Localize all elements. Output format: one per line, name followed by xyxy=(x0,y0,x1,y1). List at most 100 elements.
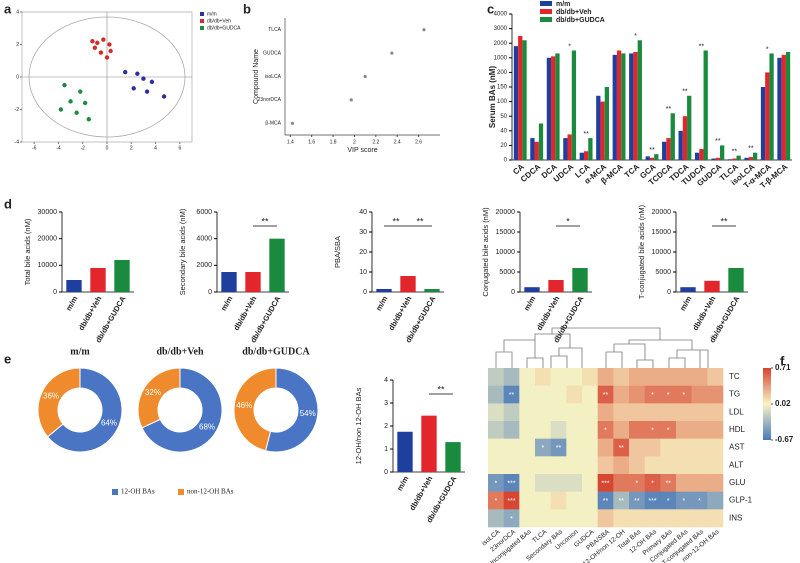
confidence-ellipse xyxy=(28,16,186,138)
heatmap-cell xyxy=(613,368,630,386)
heatmap-cell xyxy=(613,385,630,404)
y-tick-label: 5000 xyxy=(655,269,671,276)
donut-segment xyxy=(46,367,123,453)
x-tick-label: m/m xyxy=(374,294,390,312)
significance: ** xyxy=(618,445,624,452)
panel-label: c xyxy=(487,1,494,16)
heatmap-cell xyxy=(691,438,708,457)
axes xyxy=(284,18,440,136)
point xyxy=(131,86,136,91)
x-tick-label: 2 xyxy=(353,139,356,145)
point xyxy=(86,117,91,122)
bar xyxy=(687,95,692,160)
y-axis-label: PBA/SBA xyxy=(333,236,342,268)
value-label: 54% xyxy=(300,409,316,418)
y-tick-label: 30000 xyxy=(38,209,58,216)
heatmap-cell xyxy=(676,474,692,492)
bar xyxy=(245,272,261,292)
y-tick-label: 4 xyxy=(384,377,388,384)
bar xyxy=(670,113,675,160)
heatmap-cell xyxy=(550,385,567,404)
significance: ** xyxy=(618,498,624,505)
colorbar-label: 0.71 xyxy=(775,363,791,372)
bar xyxy=(421,415,437,472)
y-tick-label: 2 xyxy=(16,42,19,48)
donut-segment xyxy=(141,367,223,453)
heatmap-cell xyxy=(676,456,692,475)
heatmap-cell xyxy=(629,509,645,528)
x-tick-label: db/db+Veh xyxy=(535,294,562,332)
heatmap-cell xyxy=(566,368,583,386)
bar xyxy=(662,141,667,160)
heatmap-cell xyxy=(629,456,645,475)
y-tick-label: 0 xyxy=(384,469,388,476)
heatmap-cell xyxy=(503,456,520,475)
legend-label: db/db+GUDCA xyxy=(207,25,241,31)
significance: ** xyxy=(665,481,671,488)
heatmap-cell xyxy=(613,509,630,528)
significance: ** xyxy=(509,392,515,399)
heatmap-cell xyxy=(676,421,692,439)
legend-swatch xyxy=(200,26,204,30)
bar xyxy=(612,54,617,160)
significance: * xyxy=(566,216,570,226)
bar xyxy=(752,152,758,160)
significance: *** xyxy=(648,498,656,505)
row-label: TC xyxy=(729,372,740,381)
bar xyxy=(513,46,519,161)
y-tick-label: 10000 xyxy=(652,249,672,256)
y-tick-label: 20 xyxy=(359,249,367,256)
point xyxy=(90,39,95,44)
y-axis-label: Serum BAs (nM) xyxy=(488,66,497,129)
y-tick-label: 5000 xyxy=(499,269,515,276)
bar xyxy=(534,141,539,160)
heatmap-cell xyxy=(676,438,692,457)
heatmap-cell xyxy=(629,438,645,457)
heatmap-cell xyxy=(535,474,551,492)
heatmap-cell xyxy=(660,474,677,492)
significance: * xyxy=(494,481,497,488)
heatmap-cell xyxy=(660,456,677,475)
legend-swatch xyxy=(112,489,118,495)
heatmap-cell xyxy=(597,385,614,404)
legend-swatch xyxy=(540,1,552,6)
heatmap-cell xyxy=(535,403,551,422)
heatmap-cell xyxy=(676,509,692,528)
significance: ** xyxy=(634,498,640,505)
point xyxy=(149,79,155,85)
heatmap-cell xyxy=(488,474,504,492)
heatmap-cell xyxy=(535,491,551,510)
significance: * xyxy=(667,498,670,505)
heatmap-cell xyxy=(503,368,520,386)
legend-label: non-12-OH BAs xyxy=(187,488,234,496)
row-label: LDL xyxy=(729,407,744,416)
heatmap-cell xyxy=(519,438,536,457)
significance: * xyxy=(634,33,637,40)
heatmap-cell xyxy=(691,403,708,422)
heatmap-cell xyxy=(566,438,583,457)
significance: ** xyxy=(556,445,562,452)
heatmap-cell xyxy=(597,491,614,510)
bar xyxy=(727,159,733,160)
bar xyxy=(555,53,560,160)
x-tick-label: m/m xyxy=(219,294,235,312)
heatmap-cell xyxy=(676,491,692,510)
donut-title: db/db+Veh xyxy=(156,346,203,357)
heatmap-cell xyxy=(488,491,504,510)
heatmap-cell xyxy=(535,438,551,457)
donut-segment xyxy=(37,367,81,438)
significance: ** xyxy=(682,89,688,96)
bar xyxy=(633,51,638,160)
y-tick-label: 20000 xyxy=(38,236,58,243)
heatmap-cell xyxy=(613,403,630,422)
heatmap-cell xyxy=(566,385,583,404)
bar xyxy=(703,50,708,160)
y-axis-label: Compound Name xyxy=(253,49,260,104)
row-label: GLU xyxy=(729,478,746,487)
legend-swatch xyxy=(540,17,552,22)
point xyxy=(104,55,110,60)
heatmap-cell xyxy=(597,368,614,386)
heatmap-cell xyxy=(644,421,661,439)
heatmap-cell xyxy=(550,474,567,492)
y-tick-label: 40 xyxy=(500,128,507,134)
